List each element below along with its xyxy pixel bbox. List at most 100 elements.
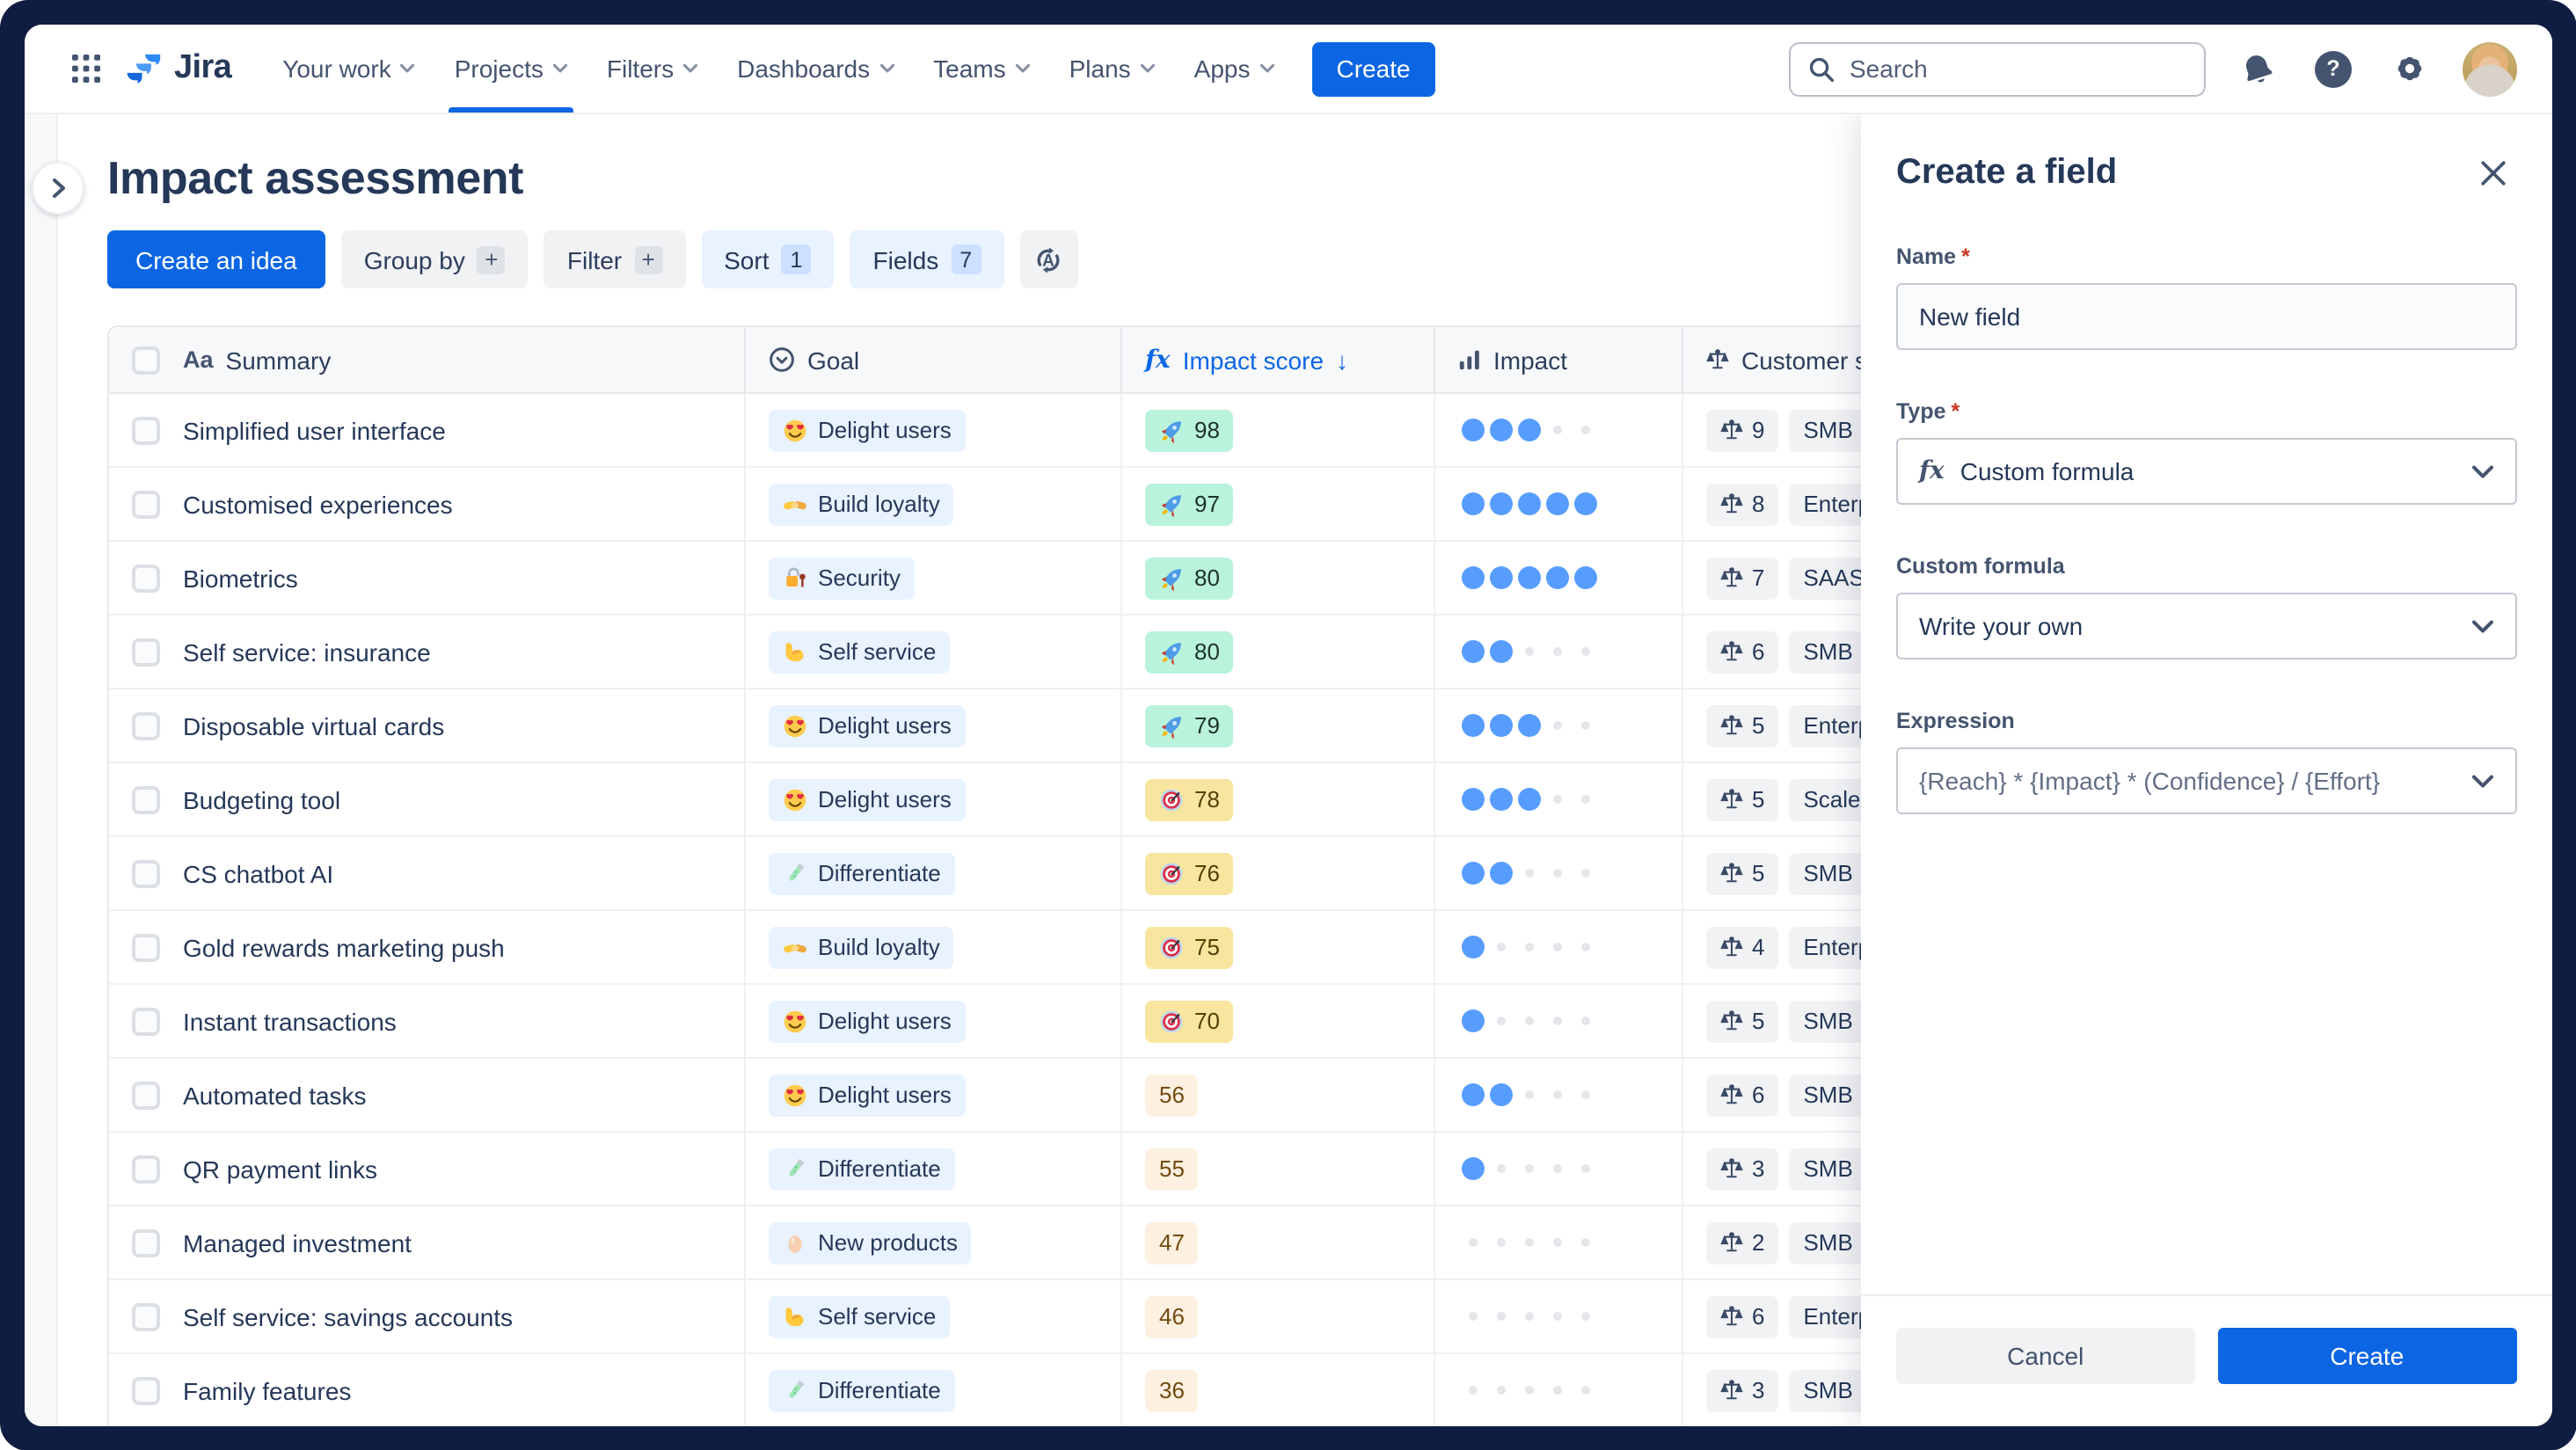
- impact-score-cell[interactable]: 70: [1122, 985, 1435, 1057]
- column-header-impact[interactable]: Impact: [1435, 327, 1683, 392]
- notifications-icon[interactable]: [2235, 46, 2280, 91]
- goal-chip[interactable]: Delight users: [769, 1000, 966, 1042]
- customer-segment-cell[interactable]: 5 SMB: [1683, 985, 2104, 1057]
- goal-chip[interactable]: Self service: [769, 1295, 951, 1337]
- cancel-button[interactable]: Cancel: [1896, 1327, 2195, 1383]
- sort-button[interactable]: Sort 1: [701, 230, 835, 288]
- table-row[interactable]: Disposable virtual cards Delight users 79 5…: [109, 689, 2104, 763]
- table-row[interactable]: CS chatbot AI Differentiate 76 5 SMB: [109, 837, 2104, 911]
- summary-cell[interactable]: Simplified user interface: [109, 394, 746, 466]
- create-field-button[interactable]: Create: [2217, 1327, 2516, 1383]
- nav-item-apps[interactable]: Apps: [1175, 25, 1295, 113]
- impact-rating-cell[interactable]: [1435, 1059, 1683, 1131]
- row-checkbox[interactable]: [132, 564, 160, 592]
- row-checkbox[interactable]: [132, 416, 160, 444]
- goal-cell[interactable]: Differentiate: [746, 1354, 1122, 1425]
- group-by-button[interactable]: Group by +: [340, 230, 529, 288]
- impact-rating-cell[interactable]: [1435, 985, 1683, 1057]
- summary-cell[interactable]: Self service: insurance: [109, 616, 746, 688]
- table-row[interactable]: QR payment links Differentiate 55 3 SMB: [109, 1133, 2104, 1206]
- row-checkbox[interactable]: [132, 785, 160, 813]
- expand-sidebar-button[interactable]: [32, 162, 84, 215]
- goal-chip[interactable]: Delight users: [769, 778, 966, 820]
- jira-logo[interactable]: Jira: [127, 49, 232, 88]
- impact-score-cell[interactable]: 80: [1122, 616, 1435, 688]
- goal-chip[interactable]: Differentiate: [769, 852, 955, 894]
- impact-score-cell[interactable]: 79: [1122, 689, 1435, 761]
- row-checkbox[interactable]: [132, 1376, 160, 1404]
- impact-rating-cell[interactable]: [1435, 1280, 1683, 1352]
- impact-rating-cell[interactable]: [1435, 689, 1683, 761]
- impact-score-cell[interactable]: 56: [1122, 1059, 1435, 1131]
- summary-cell[interactable]: Automated tasks: [109, 1059, 746, 1131]
- goal-chip[interactable]: Delight users: [769, 409, 966, 451]
- impact-score-cell[interactable]: 75: [1122, 911, 1435, 983]
- goal-cell[interactable]: Differentiate: [746, 837, 1122, 909]
- nav-item-plans[interactable]: Plans: [1050, 25, 1175, 113]
- custom-formula-select[interactable]: Write your own: [1896, 593, 2516, 659]
- impact-rating-cell[interactable]: [1435, 1206, 1683, 1279]
- goal-cell[interactable]: Self service: [746, 1280, 1122, 1352]
- goal-cell[interactable]: Self service: [746, 616, 1122, 688]
- impact-score-cell[interactable]: 80: [1122, 542, 1435, 614]
- goal-cell[interactable]: Security: [746, 542, 1122, 614]
- goal-chip[interactable]: Self service: [769, 630, 951, 673]
- column-header-summary[interactable]: Aa Summary: [109, 327, 746, 392]
- nav-item-filters[interactable]: Filters: [587, 25, 718, 113]
- goal-chip[interactable]: Delight users: [769, 704, 966, 747]
- impact-score-cell[interactable]: 97: [1122, 468, 1435, 540]
- table-row[interactable]: Instant transactions Delight users 70 5 SMB: [109, 985, 2104, 1059]
- search-input[interactable]: [1846, 53, 2186, 84]
- row-checkbox[interactable]: [132, 859, 160, 887]
- impact-rating-cell[interactable]: [1435, 468, 1683, 540]
- impact-rating-cell[interactable]: [1435, 542, 1683, 614]
- select-all-checkbox[interactable]: [132, 346, 160, 374]
- goal-chip[interactable]: Build loyalty: [769, 483, 954, 525]
- goal-cell[interactable]: Build loyalty: [746, 911, 1122, 983]
- nav-item-projects[interactable]: Projects: [435, 25, 587, 113]
- summary-cell[interactable]: Customised experiences: [109, 468, 746, 540]
- goal-cell[interactable]: Delight users: [746, 763, 1122, 835]
- goal-cell[interactable]: Delight users: [746, 394, 1122, 466]
- column-header-goal[interactable]: Goal: [746, 327, 1122, 392]
- impact-score-cell[interactable]: 47: [1122, 1206, 1435, 1279]
- row-checkbox[interactable]: [132, 638, 160, 666]
- summary-cell[interactable]: Biometrics: [109, 542, 746, 614]
- impact-rating-cell[interactable]: [1435, 837, 1683, 909]
- sort-az-button[interactable]: A: [1019, 230, 1078, 288]
- summary-cell[interactable]: CS chatbot AI: [109, 837, 746, 909]
- user-avatar[interactable]: [2462, 41, 2516, 96]
- summary-cell[interactable]: Instant transactions: [109, 985, 746, 1057]
- impact-rating-cell[interactable]: [1435, 763, 1683, 835]
- impact-rating-cell[interactable]: [1435, 911, 1683, 983]
- app-switcher-icon[interactable]: [60, 42, 113, 95]
- close-icon[interactable]: [2470, 149, 2516, 195]
- row-checkbox[interactable]: [132, 490, 160, 518]
- help-icon[interactable]: ?: [2310, 46, 2356, 91]
- summary-cell[interactable]: Gold rewards marketing push: [109, 911, 746, 983]
- table-row[interactable]: Simplified user interface Delight users 98…: [109, 394, 2104, 468]
- impact-score-cell[interactable]: 55: [1122, 1133, 1435, 1205]
- global-create-button[interactable]: Create: [1311, 41, 1435, 96]
- impact-score-cell[interactable]: 36: [1122, 1354, 1435, 1425]
- fields-button[interactable]: Fields 7: [850, 230, 1004, 288]
- goal-cell[interactable]: Delight users: [746, 985, 1122, 1057]
- goal-cell[interactable]: Build loyalty: [746, 468, 1122, 540]
- customer-segment-cell[interactable]: 3 SMB: [1683, 1133, 2104, 1205]
- goal-chip[interactable]: Security: [769, 557, 915, 599]
- goal-chip[interactable]: Delight users: [769, 1074, 966, 1116]
- table-row[interactable]: Gold rewards marketing push Build loyalty…: [109, 911, 2104, 985]
- table-row[interactable]: Automated tasks Delight users 56 6 SMB: [109, 1059, 2104, 1133]
- table-row[interactable]: Self service: savings accounts Self servi…: [109, 1280, 2104, 1354]
- summary-cell[interactable]: Self service: savings accounts: [109, 1280, 746, 1352]
- global-search[interactable]: [1788, 41, 2205, 96]
- create-idea-button[interactable]: Create an idea: [107, 230, 325, 288]
- customer-segment-cell[interactable]: 6 SMB: [1683, 616, 2104, 688]
- expression-select[interactable]: {Reach} * {Impact} * (Confidence} / {Eff…: [1896, 747, 2516, 814]
- impact-score-cell[interactable]: 98: [1122, 394, 1435, 466]
- field-type-select[interactable]: fx Custom formula: [1896, 438, 2516, 505]
- impact-score-cell[interactable]: 76: [1122, 837, 1435, 909]
- customer-segment-cell[interactable]: 6 SMB: [1683, 1059, 2104, 1131]
- summary-cell[interactable]: Disposable virtual cards: [109, 689, 746, 761]
- row-checkbox[interactable]: [132, 1302, 160, 1330]
